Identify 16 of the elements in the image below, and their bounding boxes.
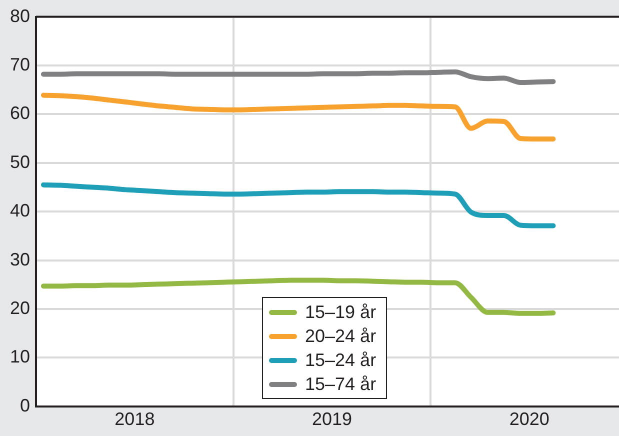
x-tick-label: 2020: [509, 409, 550, 430]
y-tick-label: 30: [10, 249, 30, 270]
legend-label: 15–74 år: [305, 374, 376, 394]
y-tick-label: 60: [10, 103, 30, 124]
legend-label: 15–19 år: [305, 302, 376, 322]
y-tick-label: 80: [10, 6, 30, 26]
y-tick-label: 0: [20, 395, 30, 416]
y-tick-label: 40: [10, 200, 30, 221]
legend-label: 20–24 år: [305, 326, 376, 346]
x-tick-label: 2019: [312, 409, 352, 430]
y-tick-label: 10: [10, 346, 30, 367]
y-tick-label: 50: [10, 152, 30, 172]
legend-label: 15–24 år: [305, 350, 376, 370]
x-tick-label: 2018: [114, 409, 155, 430]
y-tick-label: 70: [10, 54, 30, 74]
y-tick-label: 20: [10, 298, 30, 318]
